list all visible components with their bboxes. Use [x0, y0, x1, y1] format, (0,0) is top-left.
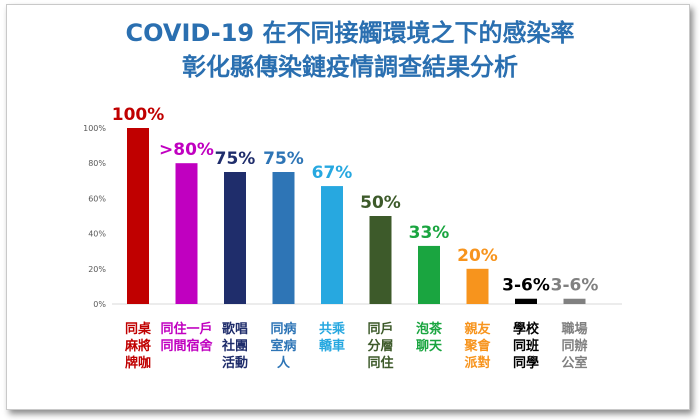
- y-tick-label: 100%: [83, 124, 106, 133]
- category-label: 派對: [464, 355, 490, 371]
- y-tick-label: 60%: [88, 194, 106, 203]
- category-label: 職場: [561, 321, 587, 337]
- bar: [515, 298, 537, 304]
- category-label: 公室: [561, 355, 587, 371]
- category-label: 牌咖: [125, 355, 151, 371]
- data-label: 20%: [457, 246, 498, 266]
- bar: [272, 172, 295, 304]
- category-label: 親友: [464, 321, 490, 337]
- bar: [321, 186, 343, 304]
- category-label: 室病: [270, 338, 296, 354]
- data-label: 67%: [312, 163, 353, 183]
- data-label: 75%: [215, 149, 256, 169]
- category-label: 同戶: [367, 321, 393, 337]
- category-label: 共乘: [319, 321, 346, 337]
- chart-subtitle: 彰化縣傳染鏈疫情調查結果分析: [182, 53, 518, 81]
- data-label: 3-6%: [551, 276, 599, 296]
- bar: [175, 163, 198, 304]
- category-label: 轎車: [319, 338, 345, 354]
- category-label: 同班: [513, 338, 539, 354]
- category-label: 分層: [367, 338, 393, 354]
- category-label: 人: [277, 355, 291, 371]
- category-label: 活動: [222, 355, 248, 371]
- category-label: 同住一戶: [160, 321, 212, 337]
- category-label: 泡茶: [416, 321, 443, 337]
- category-label: 同病: [270, 321, 296, 337]
- bar: [127, 128, 149, 304]
- category-label: 聚會: [463, 338, 491, 354]
- category-label: 社團: [221, 338, 248, 354]
- data-label: >80%: [159, 140, 214, 160]
- y-tick-label: 0%: [93, 300, 106, 309]
- data-label: 75%: [263, 149, 304, 169]
- category-label: 同間宿舍: [160, 338, 213, 354]
- bar: [563, 298, 586, 304]
- bar: [369, 216, 392, 304]
- data-label: 3-6%: [502, 276, 550, 296]
- bar: [224, 172, 246, 304]
- category-label: 同學: [513, 355, 539, 371]
- category-label: 同辦: [561, 338, 587, 354]
- y-tick-label: 40%: [88, 230, 106, 239]
- category-label: 麻將: [124, 338, 151, 354]
- chart-title: COVID-19 在不同接觸環境之下的感染率: [125, 19, 575, 47]
- category-label: 同住: [367, 355, 393, 371]
- category-label: 同桌: [125, 321, 152, 337]
- category-label: 歌唱: [222, 321, 248, 337]
- bar: [418, 245, 440, 304]
- y-tick-label: 80%: [88, 159, 106, 168]
- data-label: 33%: [409, 223, 450, 243]
- y-tick-label: 20%: [88, 265, 106, 274]
- data-label: 100%: [112, 105, 165, 125]
- category-label: 聊天: [416, 338, 443, 354]
- data-label: 50%: [360, 193, 401, 213]
- category-label: 學校: [513, 321, 540, 337]
- chart-frame: [6, 4, 690, 410]
- bar: [466, 268, 489, 304]
